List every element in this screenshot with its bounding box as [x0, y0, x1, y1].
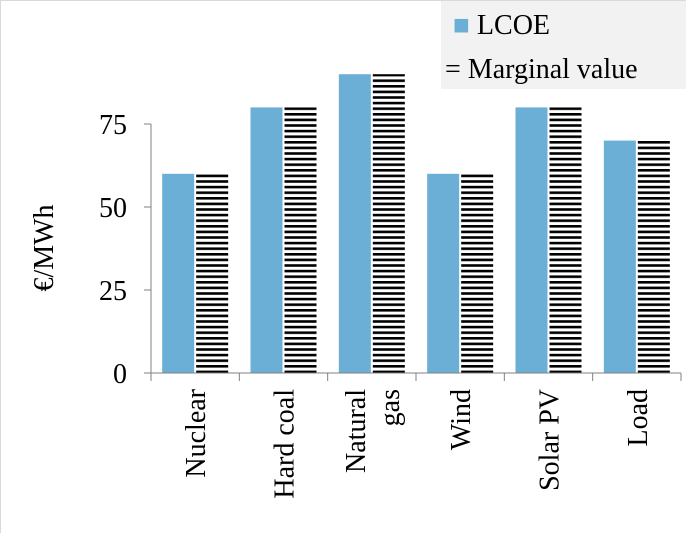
bars	[162, 74, 670, 374]
bar-lcoe	[427, 173, 460, 373]
legend: ■ LCOE = Marginal value	[445, 10, 638, 85]
legend-label-marginal-value: Marginal value	[468, 54, 638, 85]
legend-item-marginal-value: = Marginal value	[445, 54, 638, 85]
bar-marginal-value	[196, 173, 229, 373]
category-label: Wind	[446, 389, 477, 450]
y-axis-ticks: 0 25 50 75	[99, 110, 151, 390]
y-tick-label: 50	[99, 193, 127, 224]
bar-lcoe	[338, 74, 371, 373]
y-tick-label: 0	[113, 359, 127, 390]
bar-lcoe	[250, 107, 283, 374]
legend-box	[441, 1, 686, 89]
x-axis	[150, 124, 682, 381]
y-tick-label: 75	[99, 110, 127, 141]
bar-lcoe	[515, 107, 548, 374]
bar-marginal-value	[284, 107, 317, 374]
category-label: Hard coal	[270, 389, 301, 499]
bar-marginal-value	[461, 173, 494, 373]
legend-square-icon: ■	[453, 10, 470, 41]
category-label: Load	[623, 389, 654, 447]
y-axis-title: €/MWh	[29, 204, 60, 291]
legend-item-lcoe: ■ LCOE	[453, 10, 550, 41]
category-label: Natural gas	[341, 389, 406, 473]
bar-lcoe	[162, 173, 195, 373]
bar-marginal-value	[549, 107, 582, 374]
bar-lcoe	[603, 140, 636, 373]
y-tick-label: 25	[99, 276, 127, 307]
bar-marginal-value	[372, 74, 405, 373]
legend-label-lcoe: LCOE	[477, 10, 550, 41]
category-label: Solar PV	[535, 389, 566, 491]
category-labels: Nuclear Hard coal Natural gas Wind Solar PV Lo…	[181, 388, 654, 498]
legend-stripe-icon: =	[445, 54, 461, 85]
bar-marginal-value	[637, 140, 670, 373]
category-label: Nuclear	[181, 388, 212, 477]
